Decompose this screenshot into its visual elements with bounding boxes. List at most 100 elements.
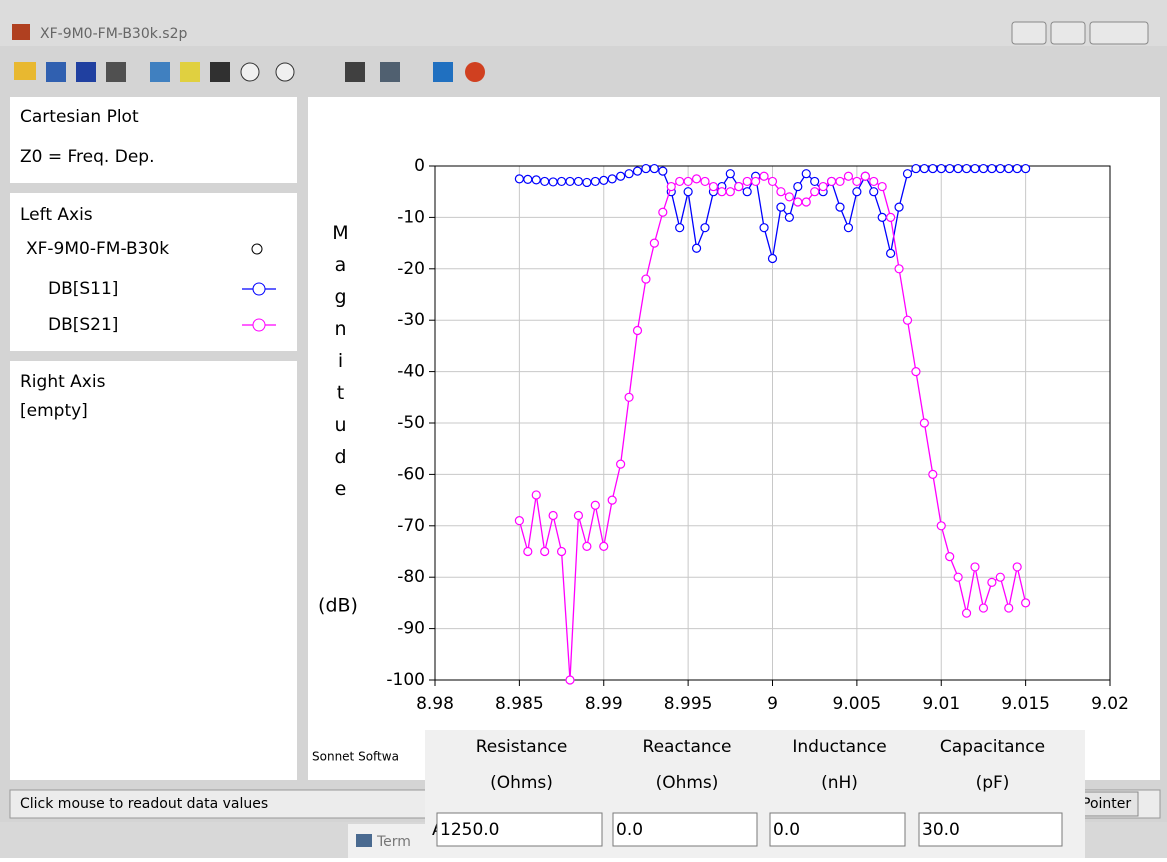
data-point — [818, 181, 828, 192]
status-message: Click mouse to readout data values — [20, 796, 268, 812]
select-icon[interactable] — [210, 62, 230, 82]
data-point — [540, 546, 550, 557]
zoom-out-icon[interactable] — [275, 62, 295, 82]
data-point — [675, 223, 685, 233]
pointer-button[interactable] — [1079, 791, 1139, 817]
data-point — [641, 274, 651, 284]
legend-marker — [252, 282, 266, 296]
data-point — [759, 171, 769, 181]
data-point — [886, 248, 896, 258]
open-icon[interactable] — [14, 62, 36, 80]
data-point — [860, 171, 870, 181]
data-point — [573, 510, 584, 521]
data-point — [565, 675, 575, 685]
value-input[interactable] — [918, 812, 1063, 847]
pan-icon[interactable] — [345, 62, 365, 82]
column-header: (nH) — [821, 773, 858, 793]
data-point — [658, 166, 668, 176]
y-tick-label: -10 — [397, 207, 425, 227]
data-point — [531, 175, 541, 185]
data-point — [1012, 562, 1022, 572]
data-point — [919, 418, 929, 428]
value-input[interactable] — [769, 812, 906, 847]
data-point — [514, 174, 524, 184]
data-point — [742, 176, 752, 187]
y-axis-label: Magnitude — [330, 222, 352, 510]
data-point — [742, 187, 752, 197]
y-axis-unit: (dB) — [318, 595, 358, 617]
input-value: 0.0 — [773, 820, 800, 840]
data-point — [708, 181, 719, 192]
data-point — [616, 459, 626, 469]
data-point — [607, 495, 617, 505]
data-point — [894, 264, 904, 274]
plot-panel — [308, 97, 1160, 780]
data-point — [978, 163, 989, 174]
value-input[interactable] — [436, 812, 603, 847]
data-point — [911, 367, 921, 377]
input-value: 1250.0 — [440, 820, 499, 840]
data-point — [582, 177, 592, 188]
title-bar — [0, 0, 1167, 46]
data-point — [919, 163, 929, 174]
tune-icon[interactable] — [380, 62, 400, 82]
legend-label: DB[S11] — [48, 279, 118, 299]
data-point — [607, 174, 617, 184]
data-point — [843, 223, 854, 233]
pointer-label: Pointer — [1082, 796, 1131, 812]
data-point — [734, 181, 744, 192]
data-point — [936, 163, 946, 174]
data-point — [835, 176, 845, 187]
zoom-in-icon[interactable] — [240, 62, 260, 82]
plot-type: Cartesian Plot — [20, 107, 139, 127]
data-point — [548, 510, 558, 521]
data-point — [573, 176, 584, 187]
print-icon[interactable] — [106, 62, 126, 82]
x-tick-label: 9 — [767, 694, 778, 714]
data-point — [683, 176, 693, 187]
data-point — [582, 541, 592, 551]
copy-icon[interactable] — [150, 62, 170, 82]
value-input[interactable] — [612, 812, 758, 847]
y-tick-label: -100 — [386, 670, 425, 690]
data-point — [624, 392, 634, 402]
data-point — [776, 187, 786, 197]
data-point — [902, 169, 913, 179]
plot-info-panel — [10, 97, 297, 183]
data-point — [590, 500, 600, 510]
left-axis-title: Left Axis — [20, 205, 93, 225]
data-point — [514, 516, 524, 526]
data-point — [852, 187, 862, 197]
data-point — [632, 325, 643, 336]
minimize-button[interactable] — [1011, 21, 1047, 45]
save-icon[interactable] — [76, 62, 96, 82]
data-point — [936, 521, 946, 531]
update-icon[interactable] — [433, 62, 453, 82]
data-point — [599, 175, 609, 185]
data-point — [784, 212, 794, 222]
stop-icon[interactable] — [465, 62, 485, 82]
new-icon[interactable] — [180, 62, 200, 82]
data-point — [1004, 163, 1014, 174]
data-point — [683, 187, 693, 197]
data-point — [548, 177, 558, 187]
data-point — [531, 490, 541, 500]
y-tick-label: -50 — [397, 413, 425, 433]
y-tick-label: -60 — [397, 464, 425, 484]
import-icon[interactable] — [46, 62, 66, 82]
close-button[interactable] — [1089, 21, 1149, 45]
data-point — [894, 202, 904, 212]
data-point — [945, 552, 955, 562]
data-point — [995, 163, 1005, 174]
data-point — [649, 163, 659, 174]
data-point — [810, 187, 820, 197]
data-point — [852, 176, 862, 187]
data-point — [970, 562, 980, 572]
data-point — [649, 238, 659, 248]
app-icon — [12, 24, 30, 40]
maximize-button[interactable] — [1050, 21, 1086, 45]
data-point — [691, 243, 702, 253]
data-point — [1021, 598, 1031, 608]
data-point — [725, 169, 735, 179]
